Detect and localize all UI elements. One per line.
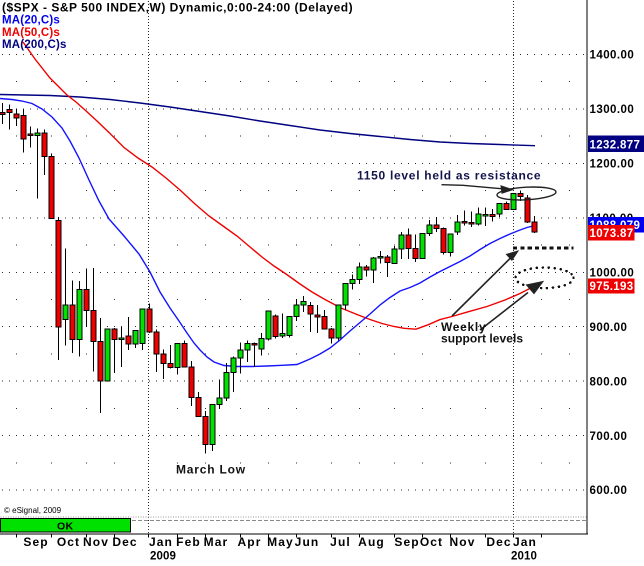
svg-text:1400.00: 1400.00 xyxy=(590,50,635,62)
svg-text:1300.00: 1300.00 xyxy=(590,104,635,116)
svg-text:© eSignal, 2009: © eSignal, 2009 xyxy=(4,506,62,515)
svg-text:1000.00: 1000.00 xyxy=(590,268,635,280)
svg-text:Weekly: Weekly xyxy=(441,320,486,334)
svg-text:975.193: 975.193 xyxy=(590,281,634,293)
svg-text:MA(50,C)s: MA(50,C)s xyxy=(2,27,60,39)
svg-text:1232.877: 1232.877 xyxy=(590,140,641,152)
svg-text:1150 level held as resistance: 1150 level held as resistance xyxy=(357,169,541,183)
svg-text:700.00: 700.00 xyxy=(590,431,628,443)
svg-text:Nov: Nov xyxy=(450,535,476,549)
svg-text:($SPX - S&P 500 INDEX,W) Dynam: ($SPX - S&P 500 INDEX,W) Dynamic,0:00-24… xyxy=(2,0,353,14)
svg-text:March Low: March Low xyxy=(176,463,246,477)
svg-text:1200.00: 1200.00 xyxy=(590,159,635,171)
svg-text:Jul: Jul xyxy=(330,535,351,549)
svg-text:Jan: Jan xyxy=(149,535,173,549)
svg-text:May: May xyxy=(267,535,294,549)
svg-text:Aug: Aug xyxy=(358,535,385,549)
svg-text:800.00: 800.00 xyxy=(590,376,628,388)
svg-text:Sep: Sep xyxy=(394,535,419,549)
svg-text:Oct: Oct xyxy=(57,535,80,549)
svg-text:Dec: Dec xyxy=(112,535,137,549)
svg-text:900.00: 900.00 xyxy=(590,322,628,334)
svg-text:Nov: Nov xyxy=(83,535,109,549)
svg-text:Apr: Apr xyxy=(238,535,262,549)
svg-text:2010: 2010 xyxy=(511,551,537,563)
svg-text:Dec: Dec xyxy=(486,535,511,549)
svg-text:MA(20,C)s: MA(20,C)s xyxy=(2,15,60,27)
svg-text:Oct: Oct xyxy=(420,535,443,549)
svg-text:2009: 2009 xyxy=(150,551,176,563)
svg-text:OK: OK xyxy=(57,521,73,533)
svg-text:Jan: Jan xyxy=(513,535,537,549)
svg-text:Sep: Sep xyxy=(23,535,48,549)
svg-text:600.00: 600.00 xyxy=(590,485,628,497)
svg-text:Feb: Feb xyxy=(176,535,201,549)
svg-text:Mar: Mar xyxy=(204,535,229,549)
svg-text:support levels: support levels xyxy=(441,332,523,346)
svg-text:Jun: Jun xyxy=(295,535,320,549)
svg-text:MA(200,C)s: MA(200,C)s xyxy=(2,39,67,51)
svg-text:1073.87: 1073.87 xyxy=(590,228,634,240)
